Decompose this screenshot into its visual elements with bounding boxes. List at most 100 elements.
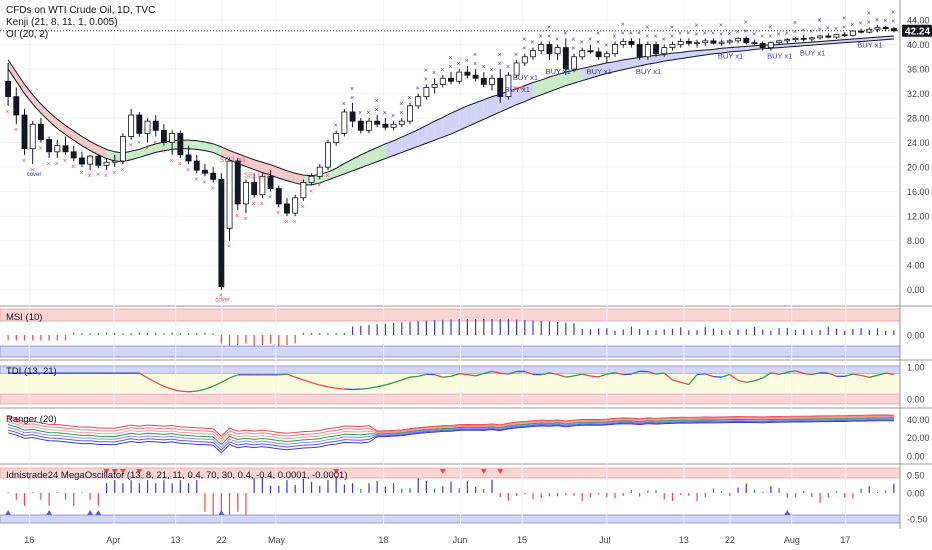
ranger-tick-label[interactable]: 40.00 — [907, 415, 930, 425]
candle[interactable] — [825, 33, 832, 39]
candle[interactable] — [251, 173, 258, 198]
candle[interactable] — [218, 173, 225, 290]
time-tick-label[interactable]: May — [268, 535, 286, 545]
buy-signal-label[interactable]: BUY x1 — [800, 48, 825, 57]
time-tick-label[interactable]: 17 — [840, 535, 850, 545]
buy-signal-label[interactable]: BUY x1 — [636, 67, 661, 76]
candle[interactable] — [718, 39, 725, 46]
candle[interactable] — [800, 35, 807, 42]
candle[interactable] — [554, 44, 561, 60]
candle[interactable] — [267, 170, 274, 192]
tdi-tick-label[interactable]: 1.00 — [907, 363, 925, 373]
cover-signal-label[interactable]: cover — [27, 172, 42, 178]
mega-buy-triangle[interactable] — [95, 510, 102, 515]
candle[interactable] — [70, 145, 77, 161]
candle[interactable] — [628, 38, 635, 48]
candle[interactable] — [37, 118, 44, 143]
mega-tick-label[interactable]: 0.50 — [907, 471, 925, 481]
candle[interactable] — [136, 111, 143, 137]
time-tick-label[interactable]: 16 — [24, 535, 34, 545]
candle[interactable] — [833, 34, 840, 40]
candle[interactable] — [284, 197, 290, 217]
candle[interactable] — [456, 69, 463, 85]
candle[interactable] — [571, 53, 577, 73]
time-tick-label[interactable]: Jul — [599, 535, 611, 545]
candle[interactable] — [792, 37, 799, 43]
time-tick-label[interactable]: 22 — [725, 535, 735, 545]
mega-sell-triangle[interactable] — [480, 469, 487, 474]
price-axis[interactable]: 44.00 40.00 36.00 32.00 28.00 24.00 20.00 16.00… — [907, 16, 930, 525]
indicator-panels[interactable]: MSI (10) TDI (13, 21) Ranger (20) Idnistrad… — [5, 312, 895, 515]
candle[interactable] — [489, 75, 495, 91]
candle[interactable] — [390, 121, 397, 131]
candle[interactable] — [259, 173, 266, 198]
sell-signal-label[interactable]: SELL x1 — [220, 157, 246, 164]
tdi-tick-label[interactable]: 0.00 — [907, 395, 925, 405]
candle[interactable] — [448, 72, 454, 85]
mega-title[interactable]: Idnistrade24 MegaOscillator (13, 8, 21, … — [6, 470, 348, 481]
candle[interactable] — [78, 151, 85, 168]
candle[interactable] — [751, 39, 758, 46]
candle[interactable] — [152, 115, 159, 137]
candle[interactable] — [5, 62, 12, 106]
candle[interactable] — [275, 185, 282, 207]
candle[interactable] — [54, 139, 61, 158]
mega-buy-triangle[interactable] — [5, 510, 12, 515]
candle[interactable] — [193, 154, 200, 174]
time-tick-label[interactable]: 13 — [679, 535, 689, 545]
candle[interactable] — [735, 37, 742, 44]
candle[interactable] — [562, 38, 569, 76]
candle[interactable] — [841, 32, 848, 38]
candle[interactable] — [226, 157, 233, 241]
candle[interactable] — [357, 118, 364, 134]
candle[interactable] — [710, 38, 717, 45]
candle[interactable] — [341, 108, 348, 137]
candle[interactable] — [382, 118, 389, 131]
candle[interactable] — [767, 41, 774, 51]
candle[interactable] — [333, 130, 340, 146]
candle[interactable] — [111, 154, 118, 168]
candle[interactable] — [423, 84, 430, 100]
candle[interactable] — [546, 41, 553, 60]
candle[interactable] — [784, 38, 791, 44]
price-tick-label[interactable]: 16.00 — [907, 187, 930, 197]
buy-signal-label[interactable]: BUY x1 — [587, 67, 612, 76]
candle[interactable] — [398, 118, 405, 128]
buy-signal-label[interactable]: BUY x1 — [505, 85, 530, 94]
mega-sell-triangle[interactable] — [333, 469, 340, 474]
price-tick-label[interactable]: 40.00 — [907, 40, 930, 50]
price-tick-label[interactable]: 32.00 — [907, 89, 930, 99]
candle[interactable] — [144, 118, 151, 143]
buy-signal-label[interactable]: BUY x1 — [857, 40, 882, 49]
time-tick-label[interactable]: 15 — [517, 535, 527, 545]
price-tick-label[interactable]: 4.00 — [907, 261, 925, 271]
candle[interactable] — [472, 69, 479, 82]
cover-signal-label[interactable]: cover — [511, 86, 526, 92]
candle[interactable] — [513, 59, 520, 79]
candle[interactable] — [587, 44, 594, 54]
candle[interactable] — [308, 173, 315, 186]
mega-sell-triangle[interactable] — [497, 469, 504, 474]
candle[interactable] — [185, 145, 192, 165]
candle[interactable] — [325, 139, 331, 171]
price-tick-label[interactable]: 36.00 — [907, 65, 930, 75]
candle[interactable] — [743, 36, 750, 45]
candle[interactable] — [169, 130, 176, 155]
candle[interactable] — [685, 38, 692, 46]
candle[interactable] — [726, 39, 733, 45]
candle[interactable] — [46, 136, 53, 158]
candle[interactable] — [521, 53, 528, 66]
candle[interactable] — [29, 121, 36, 165]
mega-buy-triangle[interactable] — [218, 510, 225, 515]
candle[interactable] — [62, 136, 69, 155]
indicator-oi-label[interactable]: OI (20, 2) — [6, 29, 48, 40]
buy-signal-label[interactable]: BUY x1 — [767, 52, 792, 61]
candle[interactable] — [13, 87, 20, 125]
mega-sell-triangle[interactable] — [136, 469, 143, 474]
candle[interactable] — [866, 27, 873, 34]
mega-sell-triangle[interactable] — [111, 469, 118, 474]
candle[interactable] — [694, 39, 700, 48]
tdi-title[interactable]: TDI (13, 21) — [6, 366, 57, 377]
symbol-title[interactable]: CFDs on WTI Crude Oil, 1D, TVC — [6, 5, 155, 16]
mega-buy-triangle[interactable] — [46, 510, 53, 515]
